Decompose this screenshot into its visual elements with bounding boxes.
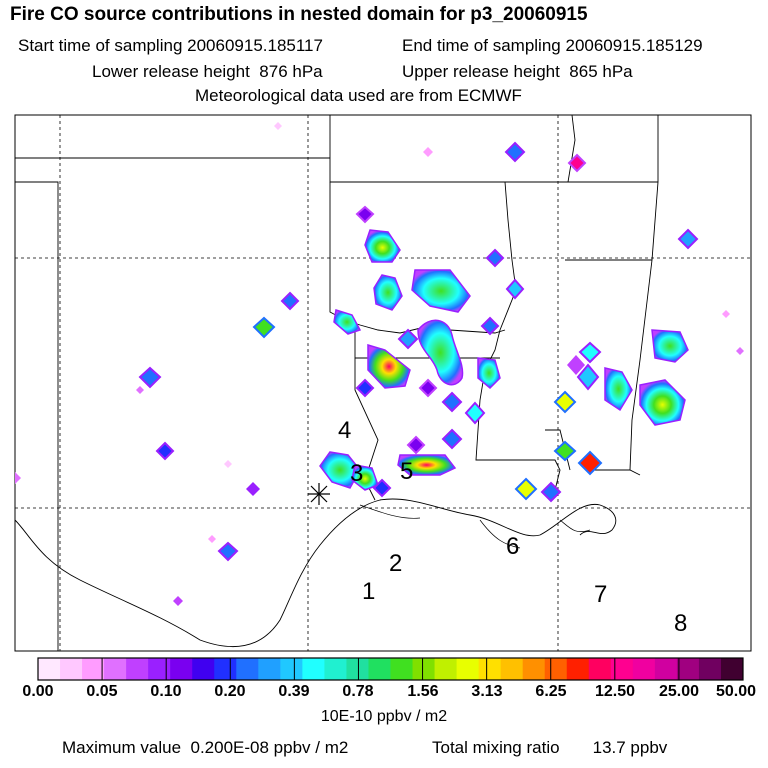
total-mixing-value: 13.7 ppbv xyxy=(592,738,668,757)
lower-height-label: Lower release height xyxy=(92,62,250,81)
colorbar-units: 10E-10 ppbv / m2 xyxy=(320,708,448,725)
colorbar-swatch xyxy=(126,658,149,680)
colorbar-tick-0: 0.00 xyxy=(22,683,54,700)
colorbar-swatch xyxy=(676,658,700,680)
colorbar-tick-9: 12.50 xyxy=(594,683,636,700)
colorbar-tick-6: 1.56 xyxy=(407,683,439,700)
region-label-6: 6 xyxy=(506,533,519,560)
coastline-details xyxy=(359,504,591,549)
colorbar-swatch xyxy=(236,658,259,680)
colorbar-swatches xyxy=(38,658,744,680)
colorbar-swatch xyxy=(214,658,237,680)
colorbar-swatch xyxy=(280,658,303,680)
colorbar-swatch xyxy=(610,658,634,680)
release-location-marker xyxy=(308,483,330,505)
end-time-line: End time of sampling 20060915.185129 xyxy=(402,36,703,56)
region-labels: 1 2 3 4 5 6 7 8 xyxy=(338,417,687,637)
colorbar-dividers xyxy=(101,658,680,680)
plot-title: Fire CO source contributions in nested d… xyxy=(10,4,588,25)
colorbar-tick-2: 0.10 xyxy=(150,683,182,700)
colorbar-swatch xyxy=(258,658,281,680)
end-time-value: 20060915.185129 xyxy=(565,36,703,55)
region-label-5: 5 xyxy=(400,458,413,485)
colorbar-swatch xyxy=(434,658,458,680)
colorbar-swatch xyxy=(346,658,369,680)
colorbar-swatch xyxy=(588,658,612,680)
colorbar-swatch xyxy=(544,658,568,680)
colorbar-tick-7: 3.13 xyxy=(471,683,503,700)
region-label-3: 3 xyxy=(350,460,363,487)
colorbar-tick-11: 50.00 xyxy=(715,683,757,700)
colorbar-swatch xyxy=(500,658,524,680)
colorbar-swatch xyxy=(390,658,414,680)
lower-height-value: 876 hPa xyxy=(259,62,323,81)
upper-height-line: Upper release height 865 hPa xyxy=(402,62,633,82)
region-label-8: 8 xyxy=(674,610,687,637)
colorbar-tick-8: 6.25 xyxy=(535,683,567,700)
lower-height-line: Lower release height 876 hPa xyxy=(92,62,323,82)
colorbar-tick-3: 0.20 xyxy=(214,683,246,700)
colorbar-swatch xyxy=(698,658,722,680)
colorbar-tick-4: 0.39 xyxy=(278,683,310,700)
colorbar-tick-1: 0.05 xyxy=(86,683,118,700)
region-label-7: 7 xyxy=(594,581,607,608)
colorbar-swatch xyxy=(60,658,83,680)
colorbar-swatch xyxy=(566,658,590,680)
total-mixing-line: Total mixing ratio 13.7 ppbv xyxy=(432,738,667,758)
upper-height-value: 865 hPa xyxy=(569,62,633,81)
colorbar-tick-5: 0.78 xyxy=(342,683,374,700)
colorbar-swatch xyxy=(104,658,127,680)
max-value: 0.200E-08 ppbv / m2 xyxy=(190,738,349,757)
colorbar-swatch xyxy=(654,658,678,680)
colorbar-swatch xyxy=(456,658,480,680)
colorbar-tick-10: 25.00 xyxy=(658,683,700,700)
colorbar-swatch xyxy=(412,658,436,680)
colorbar-swatch xyxy=(170,658,193,680)
max-value-label: Maximum value xyxy=(62,738,182,757)
gulf-coastline xyxy=(14,498,617,648)
region-label-4: 4 xyxy=(338,417,351,444)
region-label-1: 1 xyxy=(362,578,375,605)
colorbar-swatch xyxy=(192,658,215,680)
colorbar-swatch xyxy=(302,658,325,680)
concentration-field xyxy=(15,122,744,606)
region-label-2: 2 xyxy=(389,550,402,577)
total-mixing-label: Total mixing ratio xyxy=(432,738,560,757)
colorbar-swatch xyxy=(82,658,105,680)
colorbar-swatch xyxy=(632,658,656,680)
max-value-line: Maximum value 0.200E-08 ppbv / m2 xyxy=(62,738,348,758)
colorbar-swatch xyxy=(720,658,744,680)
colorbar-swatch xyxy=(148,658,171,680)
colorbar-frame xyxy=(37,657,744,681)
start-time-line: Start time of sampling 20060915.185117 xyxy=(18,36,323,56)
end-time-label: End time of sampling xyxy=(402,36,561,55)
colorbar-swatch xyxy=(38,658,61,680)
start-time-label: Start time of sampling xyxy=(18,36,183,55)
colorbar-swatch xyxy=(324,658,347,680)
map-panel: 1 2 3 4 5 6 7 8 xyxy=(14,114,752,652)
start-time-value: 20060915.185117 xyxy=(187,36,323,55)
colorbar-swatch xyxy=(522,658,546,680)
colorbar-swatch xyxy=(368,658,391,680)
met-data-line: Meteorological data used are from ECMWF xyxy=(195,86,522,105)
upper-height-label: Upper release height xyxy=(402,62,560,81)
colorbar-swatch xyxy=(478,658,502,680)
